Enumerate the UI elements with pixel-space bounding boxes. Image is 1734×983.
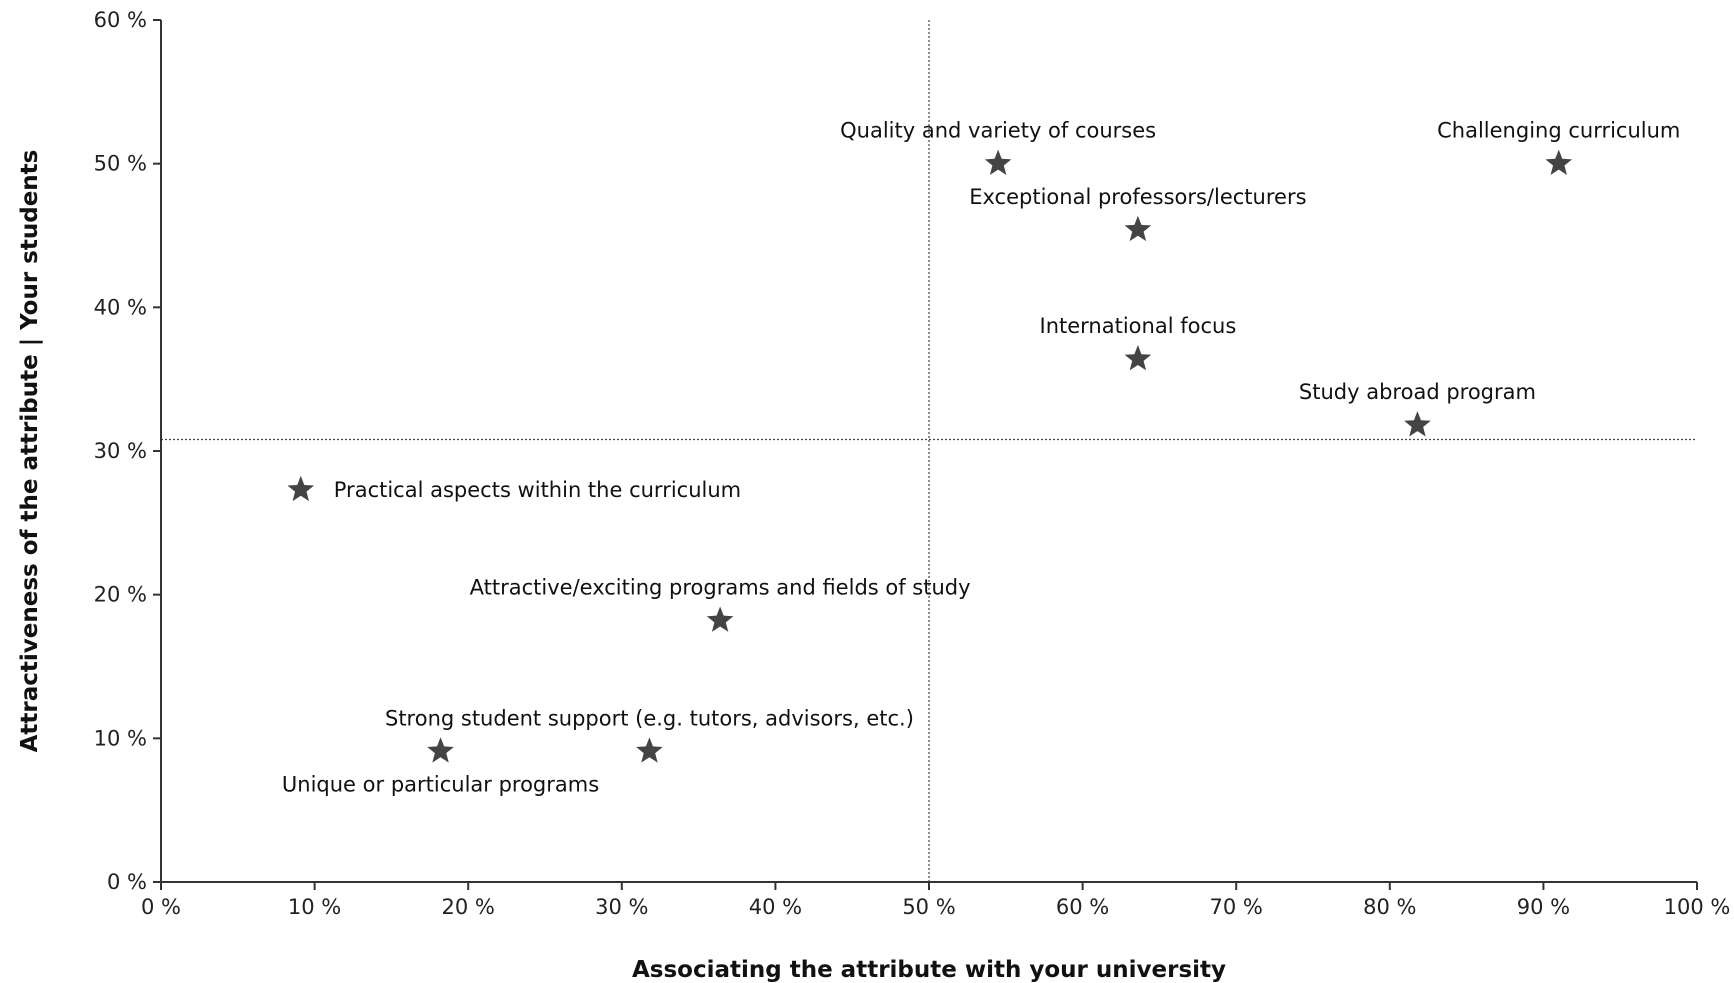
y-tick-label: 20 %	[94, 583, 147, 607]
data-point-star	[1545, 149, 1573, 175]
y-tick-label: 60 %	[94, 8, 147, 32]
x-tick-label: 10 %	[288, 895, 341, 919]
x-tick-label: 60 %	[1056, 895, 1109, 919]
x-tick-label: 20 %	[442, 895, 495, 919]
x-tick-label: 100 %	[1664, 895, 1731, 919]
data-point-star	[706, 606, 734, 632]
y-tick-label: 10 %	[94, 726, 147, 750]
y-tick-label: 30 %	[94, 439, 147, 463]
data-point-label: International focus	[1040, 314, 1237, 338]
data-point-star	[636, 737, 663, 763]
data-point-label: Unique or particular programs	[282, 772, 599, 796]
x-axis-ticks: 0 % 10 % 20 % 30 % 40 % 50 % 60 % 70 % 80 % 90 % 1…	[141, 882, 1730, 919]
y-axis-ticks: 0 % 10 % 20 % 30 % 40 % 50 % 60 %	[94, 8, 161, 894]
x-tick-label: 70 %	[1210, 895, 1263, 919]
data-point-star	[984, 149, 1012, 175]
data-point-star	[287, 475, 315, 502]
data-point-star	[1404, 411, 1431, 437]
x-tick-label: 50 %	[902, 895, 955, 919]
y-tick-label: 40 %	[94, 295, 147, 319]
data-points: Quality and variety of courses Challengin…	[282, 119, 1680, 797]
data-point-label: Attractive/exciting programs and fields …	[470, 576, 971, 600]
x-tick-label: 0 %	[141, 895, 181, 919]
data-point-star	[1124, 345, 1152, 371]
x-tick-label: 30 %	[595, 895, 648, 919]
data-point-star	[427, 737, 454, 763]
y-axis-title: Attractiveness of the attribute | Your s…	[17, 150, 43, 753]
data-point-label: Study abroad program	[1299, 380, 1536, 404]
x-axis-title: Associating the attribute with your univ…	[632, 957, 1226, 983]
data-point-label: Quality and variety of courses	[840, 119, 1156, 143]
data-point-star	[1124, 215, 1152, 242]
data-point-label: Strong student support (e.g. tutors, adv…	[385, 706, 914, 730]
x-tick-label: 90 %	[1517, 895, 1570, 919]
y-tick-label: 50 %	[94, 152, 147, 176]
data-point-label: Practical aspects within the curriculum	[334, 478, 741, 502]
data-point-label: Challenging curriculum	[1437, 119, 1680, 143]
data-point-label: Exceptional professors/lecturers	[969, 185, 1306, 209]
x-tick-label: 80 %	[1363, 895, 1416, 919]
x-tick-label: 40 %	[749, 895, 802, 919]
reference-lines	[161, 20, 1697, 882]
y-tick-label: 0 %	[107, 870, 147, 894]
